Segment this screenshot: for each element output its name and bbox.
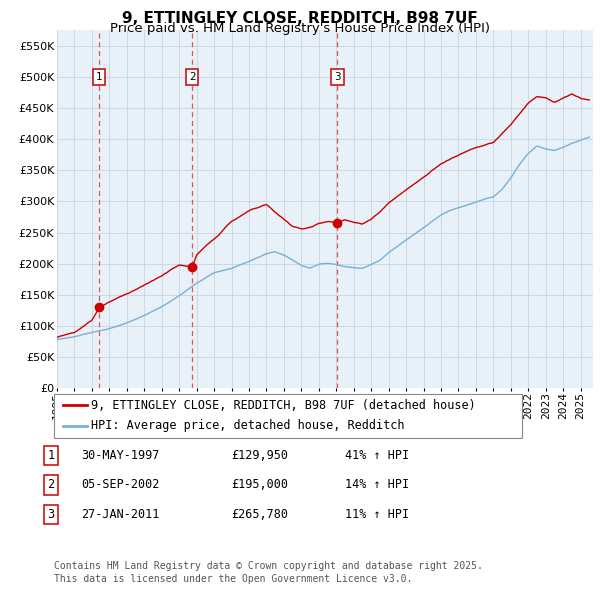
Text: 14% ↑ HPI: 14% ↑ HPI xyxy=(345,478,409,491)
Text: £195,000: £195,000 xyxy=(231,478,288,491)
Text: 2: 2 xyxy=(189,72,196,82)
Text: 3: 3 xyxy=(334,72,341,82)
Text: 9, ETTINGLEY CLOSE, REDDITCH, B98 7UF: 9, ETTINGLEY CLOSE, REDDITCH, B98 7UF xyxy=(122,11,478,25)
FancyBboxPatch shape xyxy=(54,394,522,438)
Text: 05-SEP-2002: 05-SEP-2002 xyxy=(81,478,160,491)
Text: Price paid vs. HM Land Registry's House Price Index (HPI): Price paid vs. HM Land Registry's House … xyxy=(110,22,490,35)
Text: 41% ↑ HPI: 41% ↑ HPI xyxy=(345,449,409,462)
Text: 27-JAN-2011: 27-JAN-2011 xyxy=(81,508,160,521)
Text: 9, ETTINGLEY CLOSE, REDDITCH, B98 7UF (detached house): 9, ETTINGLEY CLOSE, REDDITCH, B98 7UF (d… xyxy=(91,399,476,412)
Text: HPI: Average price, detached house, Redditch: HPI: Average price, detached house, Redd… xyxy=(91,419,405,432)
Text: 1: 1 xyxy=(47,449,55,462)
Text: 2: 2 xyxy=(47,478,55,491)
Text: £129,950: £129,950 xyxy=(231,449,288,462)
Text: £265,780: £265,780 xyxy=(231,508,288,521)
Text: 30-MAY-1997: 30-MAY-1997 xyxy=(81,449,160,462)
Text: Contains HM Land Registry data © Crown copyright and database right 2025.
This d: Contains HM Land Registry data © Crown c… xyxy=(54,561,483,584)
Text: 11% ↑ HPI: 11% ↑ HPI xyxy=(345,508,409,521)
Text: 3: 3 xyxy=(47,508,55,521)
Text: 1: 1 xyxy=(96,72,103,82)
